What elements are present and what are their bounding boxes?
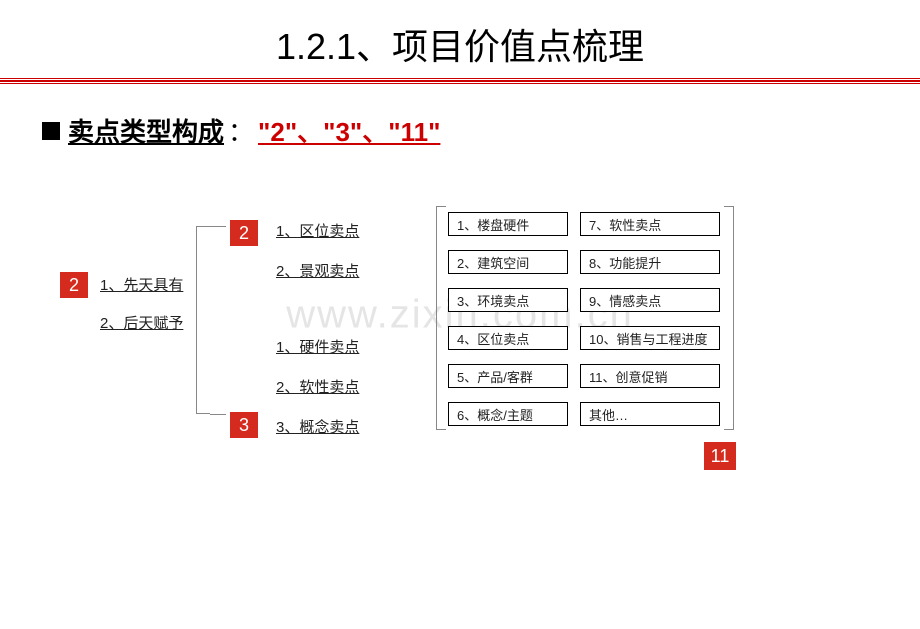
badge-left-2: 2	[60, 272, 88, 298]
grid-c2-r2: 8、功能提升	[580, 250, 720, 274]
left-item-2: 2、后天赋予	[100, 312, 183, 333]
colon: ：	[228, 112, 254, 149]
subtitle-prefix: 卖点类型构成	[68, 112, 224, 149]
grid-c2-r1: 7、软性卖点	[580, 212, 720, 236]
title-block: 1.2.1、项目价值点梳理	[0, 0, 920, 70]
grid-c1-r3: 3、环境卖点	[448, 288, 568, 312]
grid-c1-r6: 6、概念/主题	[448, 402, 568, 426]
grid-c2-r4: 10、销售与工程进度	[580, 326, 720, 350]
mid-bot-3: 3、概念卖点	[276, 416, 359, 437]
bracket-left	[196, 226, 210, 414]
page-title: 1.2.1、项目价值点梳理	[276, 18, 644, 70]
badge-mid-top-2: 2	[230, 220, 258, 246]
bracket-left-tail-bot	[210, 414, 226, 415]
mid-bot-2: 2、软性卖点	[276, 376, 359, 397]
grid-c1-r5: 5、产品/客群	[448, 364, 568, 388]
bracket-right	[436, 206, 446, 430]
diagram: 2 1、先天具有 2、后天赋予 2 1、区位卖点 2、景观卖点 3 1、硬件卖点…	[0, 190, 920, 490]
mid-top-2: 2、景观卖点	[276, 260, 359, 281]
bracket-left-tail-top	[210, 226, 226, 227]
left-item-1: 1、先天具有	[100, 274, 183, 295]
subtitle-numbers: "2"、"3"、"11"	[258, 112, 440, 149]
bracket-far-right	[724, 206, 734, 430]
grid-c2-r6: 其他…	[580, 402, 720, 426]
square-bullet-icon	[42, 122, 60, 140]
double-rule	[0, 78, 920, 84]
grid-c1-r2: 2、建筑空间	[448, 250, 568, 274]
grid-c2-r3: 9、情感卖点	[580, 288, 720, 312]
grid-c2-r5: 11、创意促销	[580, 364, 720, 388]
grid-c1-r1: 1、楼盘硬件	[448, 212, 568, 236]
badge-mid-bot-3: 3	[230, 412, 258, 438]
bracket-mid	[378, 206, 392, 442]
badge-right-11: 11	[704, 442, 736, 470]
mid-bot-1: 1、硬件卖点	[276, 336, 359, 357]
grid-c1-r4: 4、区位卖点	[448, 326, 568, 350]
mid-top-1: 1、区位卖点	[276, 220, 359, 241]
subtitle-row: 卖点类型构成 ： "2"、"3"、"11"	[42, 112, 920, 149]
